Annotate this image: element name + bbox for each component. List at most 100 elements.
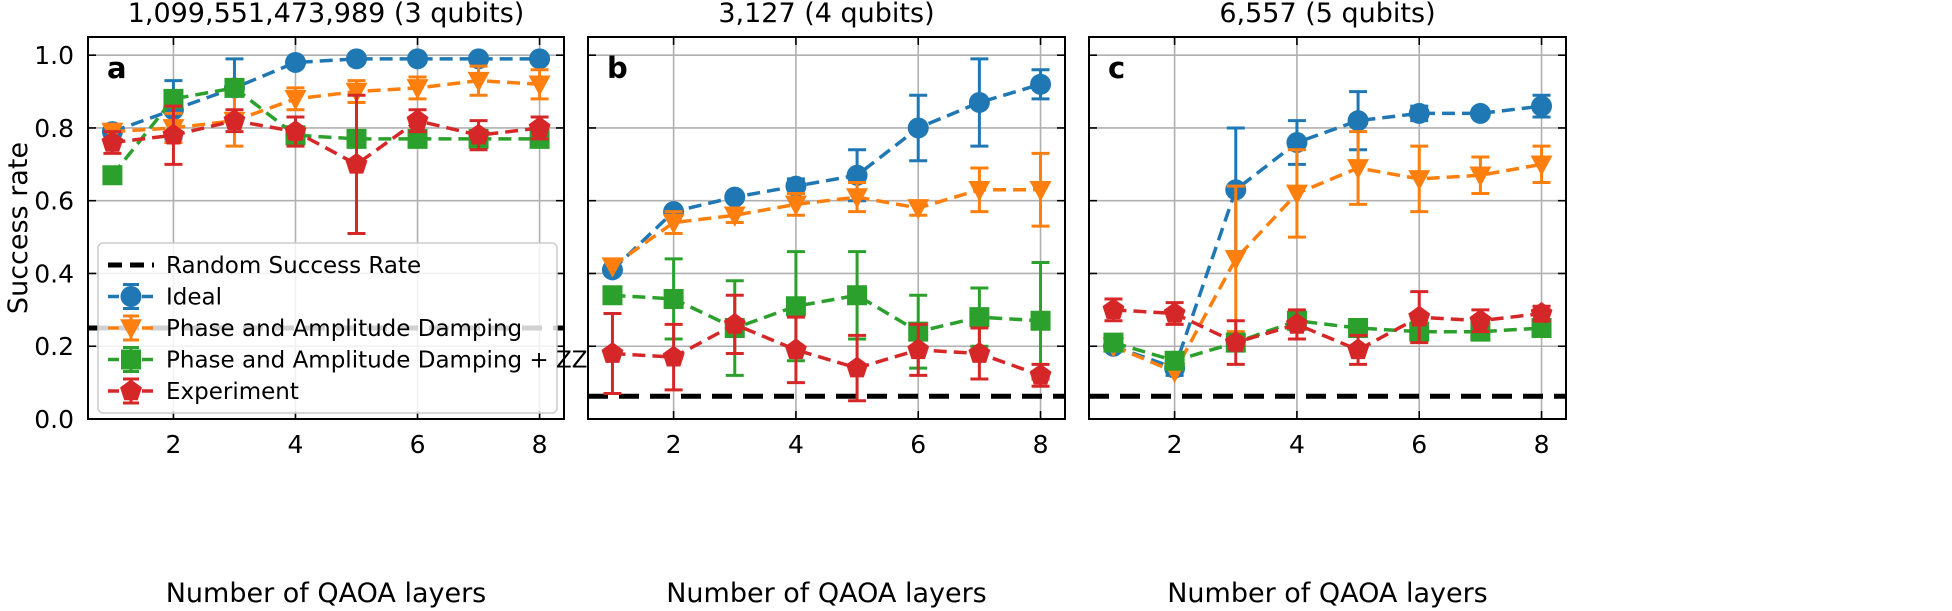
x-axis-label: Number of QAOA layers xyxy=(1167,578,1488,609)
panel-title: 6,557 (5 qubits) xyxy=(1219,0,1435,29)
data-point xyxy=(1469,309,1492,331)
data-point xyxy=(528,75,551,96)
data-point xyxy=(468,48,490,70)
legend: Random Success Rate Ideal Phase and Amplit… xyxy=(97,242,588,414)
y-tick-label: 0.0 xyxy=(34,405,74,434)
data-point xyxy=(847,285,868,306)
legend-label: Phase and Amplitude Damping xyxy=(166,316,522,342)
series-line xyxy=(611,82,1042,272)
data-point xyxy=(1531,318,1552,339)
x-tick-label: 4 xyxy=(1289,430,1305,459)
data-point xyxy=(528,116,551,138)
data-point xyxy=(467,123,490,145)
data-point xyxy=(1286,132,1308,154)
ticks: 2 4 6 8 0.0 0.2 0.4 0.6 0.8 1.0 xyxy=(34,37,564,459)
data-point xyxy=(846,356,869,378)
legend-entry-damping_zz: Phase and Amplitude Damping + ZZ xyxy=(108,346,588,374)
data-point xyxy=(601,257,624,278)
panel-title: 1,099,551,473,989 (3 qubits) xyxy=(128,0,525,29)
data-point xyxy=(1224,250,1247,271)
legend-box xyxy=(97,242,558,414)
x-tick-label: 8 xyxy=(1534,430,1550,459)
legend-entry-damping: Phase and Amplitude Damping xyxy=(108,314,522,342)
data-point xyxy=(662,213,685,235)
data-point xyxy=(284,51,306,73)
data-point xyxy=(163,88,184,109)
panel-letter: b xyxy=(607,51,628,85)
data-point xyxy=(601,342,624,363)
data-point xyxy=(407,48,429,70)
data-point xyxy=(785,296,806,317)
data-point xyxy=(1285,184,1308,205)
data-point xyxy=(1030,310,1051,331)
data-point xyxy=(784,195,807,216)
series-line xyxy=(1113,308,1542,352)
panel-c: 2 4 6 8 c 6,557 (5 qubits) Number of QAOA laye… xyxy=(1088,0,1567,609)
data-point xyxy=(407,128,428,149)
axes-frame xyxy=(87,36,565,420)
series-experiment xyxy=(601,293,1052,403)
data-point xyxy=(663,288,684,309)
legend-entry-ideal: Ideal xyxy=(108,283,222,311)
data-point xyxy=(723,206,746,227)
legend-label: Ideal xyxy=(166,285,222,311)
panel-letter: a xyxy=(107,51,127,85)
legend-marker xyxy=(120,319,142,340)
data-point xyxy=(968,91,990,113)
data-point xyxy=(785,175,807,197)
x-tick-label: 2 xyxy=(666,430,682,459)
data-point xyxy=(102,165,123,186)
data-point xyxy=(1163,302,1186,323)
data-point xyxy=(723,312,746,334)
y-tick-label: 0.8 xyxy=(34,114,74,143)
data-point xyxy=(907,338,930,360)
data-point xyxy=(1347,338,1370,360)
data-point xyxy=(1347,159,1370,180)
series-line xyxy=(1112,162,1542,374)
data-point xyxy=(1408,170,1431,191)
x-tick-label: 4 xyxy=(288,430,304,459)
data-point xyxy=(1469,166,1492,187)
data-point xyxy=(1469,102,1491,124)
axes-frame xyxy=(1088,36,1567,420)
data-point xyxy=(1408,305,1431,327)
grid xyxy=(588,37,1065,420)
data-point xyxy=(101,131,124,152)
ticks: 2 4 6 8 xyxy=(1089,37,1566,459)
x-tick-label: 6 xyxy=(910,430,926,459)
data-point xyxy=(969,307,990,328)
data-point xyxy=(602,285,623,306)
data-point xyxy=(1224,331,1247,352)
data-point xyxy=(284,90,307,111)
data-point xyxy=(467,71,490,93)
data-point xyxy=(406,79,429,100)
data-point xyxy=(968,181,991,202)
panel-title: 3,127 (4 qubits) xyxy=(718,0,934,29)
ticks: 2 4 6 8 xyxy=(588,37,1065,459)
legend-label: Random Success Rate xyxy=(166,253,421,279)
series-experiment xyxy=(1102,290,1553,366)
data-point xyxy=(162,123,185,145)
data-point xyxy=(1408,102,1430,124)
series-damping xyxy=(1102,130,1553,384)
legend-label: Phase and Amplitude Damping + ZZ xyxy=(166,348,588,374)
data-point xyxy=(1285,312,1308,334)
x-tick-label: 6 xyxy=(1411,430,1427,459)
data-point xyxy=(1030,73,1052,95)
data-layer xyxy=(1102,90,1553,384)
series-line xyxy=(612,293,1041,334)
data-point xyxy=(224,77,245,98)
legend-label: Experiment xyxy=(166,379,299,405)
data-point xyxy=(406,109,429,130)
data-point xyxy=(907,199,930,220)
data-point xyxy=(1029,181,1052,202)
series-experiment xyxy=(101,93,551,235)
x-tick-label: 8 xyxy=(1033,430,1049,459)
data-point xyxy=(1102,298,1125,320)
data-layer xyxy=(101,48,551,235)
series-line xyxy=(111,86,540,177)
data-point xyxy=(846,188,869,209)
data-point xyxy=(1530,302,1553,323)
data-point xyxy=(1164,350,1185,371)
